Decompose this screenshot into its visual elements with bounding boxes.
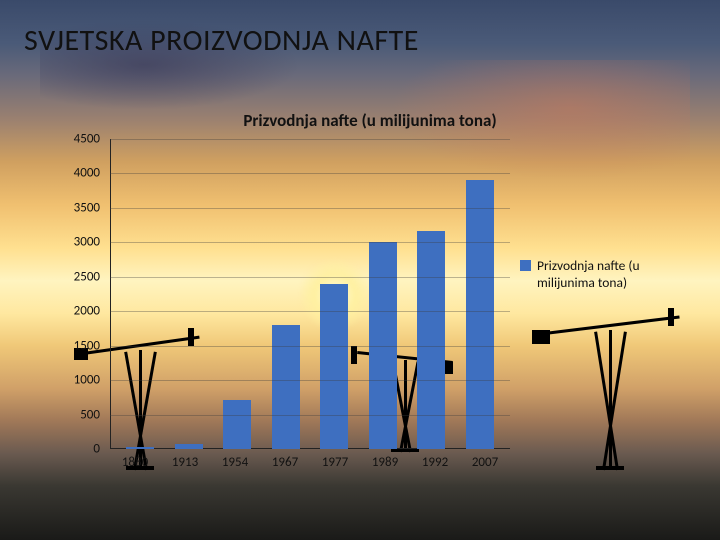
y-tick-label: 4500: [74, 132, 100, 147]
bar: [320, 284, 348, 449]
bar-slot: [165, 444, 214, 449]
legend-label: Prizvodnja nafte (u milijunima tona): [537, 257, 690, 291]
x-tick-label: 1992: [410, 451, 460, 470]
y-tick-label: 500: [80, 407, 100, 422]
bar-slot: [310, 284, 359, 449]
bar-slot: [116, 447, 165, 449]
y-axis: 050010001500200025003000350040004500: [60, 139, 104, 449]
y-tick-label: 1500: [74, 338, 100, 353]
chart-container: Prizvodnja nafte (u milijunima tona) 0 50…: [60, 110, 680, 510]
chart-body: 050010001500200025003000350040004500 188…: [60, 139, 680, 489]
y-axis-line: [110, 139, 111, 449]
slide: SVJETSKA PROIZVODNJA NAFTE Prizvodnja na…: [0, 0, 720, 540]
x-tick-label: 1913: [160, 451, 210, 470]
grid-line: [110, 346, 510, 347]
page-title: SVJETSKA PROIZVODNJA NAFTE: [24, 22, 419, 59]
bar-slot: [407, 231, 456, 449]
grid-line: [110, 415, 510, 416]
x-tick-label: 1967: [260, 451, 310, 470]
y-tick-label: 2500: [74, 269, 100, 284]
bar-slot: [456, 180, 505, 449]
x-tick-label: 2007: [460, 451, 510, 470]
chart-title: Prizvodnja nafte (u milijunima tona): [60, 110, 680, 131]
x-tick-label: 1989: [360, 451, 410, 470]
x-tick-label: 1954: [210, 451, 260, 470]
bar: [417, 231, 445, 449]
x-tick-label: 1977: [310, 451, 360, 470]
grid-line: [110, 208, 510, 209]
grid-line: [110, 277, 510, 278]
grid-line: [110, 380, 510, 381]
grid-line: [110, 139, 510, 140]
bar: [175, 444, 203, 449]
y-tick-label: 0: [93, 442, 100, 457]
y-tick-label: 2000: [74, 304, 100, 319]
x-axis: 18801913195419671977198919922007: [110, 451, 510, 470]
legend: Prizvodnja nafte (u milijunima tona): [520, 257, 690, 291]
bar: [126, 447, 154, 449]
grid-line: [110, 242, 510, 243]
legend-swatch: [520, 260, 531, 271]
grid-line: [110, 311, 510, 312]
y-tick-label: 4000: [74, 166, 100, 181]
y-tick-label: 3000: [74, 235, 100, 250]
bar: [466, 180, 494, 449]
y-tick-label: 1000: [74, 373, 100, 388]
plot-area: [110, 139, 510, 449]
bar-slot: [213, 400, 262, 449]
x-tick-label: 1880: [110, 451, 160, 470]
bar-slot: [262, 325, 311, 449]
y-tick-label: 3500: [74, 200, 100, 215]
bar: [223, 400, 251, 449]
bar: [272, 325, 300, 449]
grid-line: [110, 173, 510, 174]
bars-group: [116, 139, 504, 449]
